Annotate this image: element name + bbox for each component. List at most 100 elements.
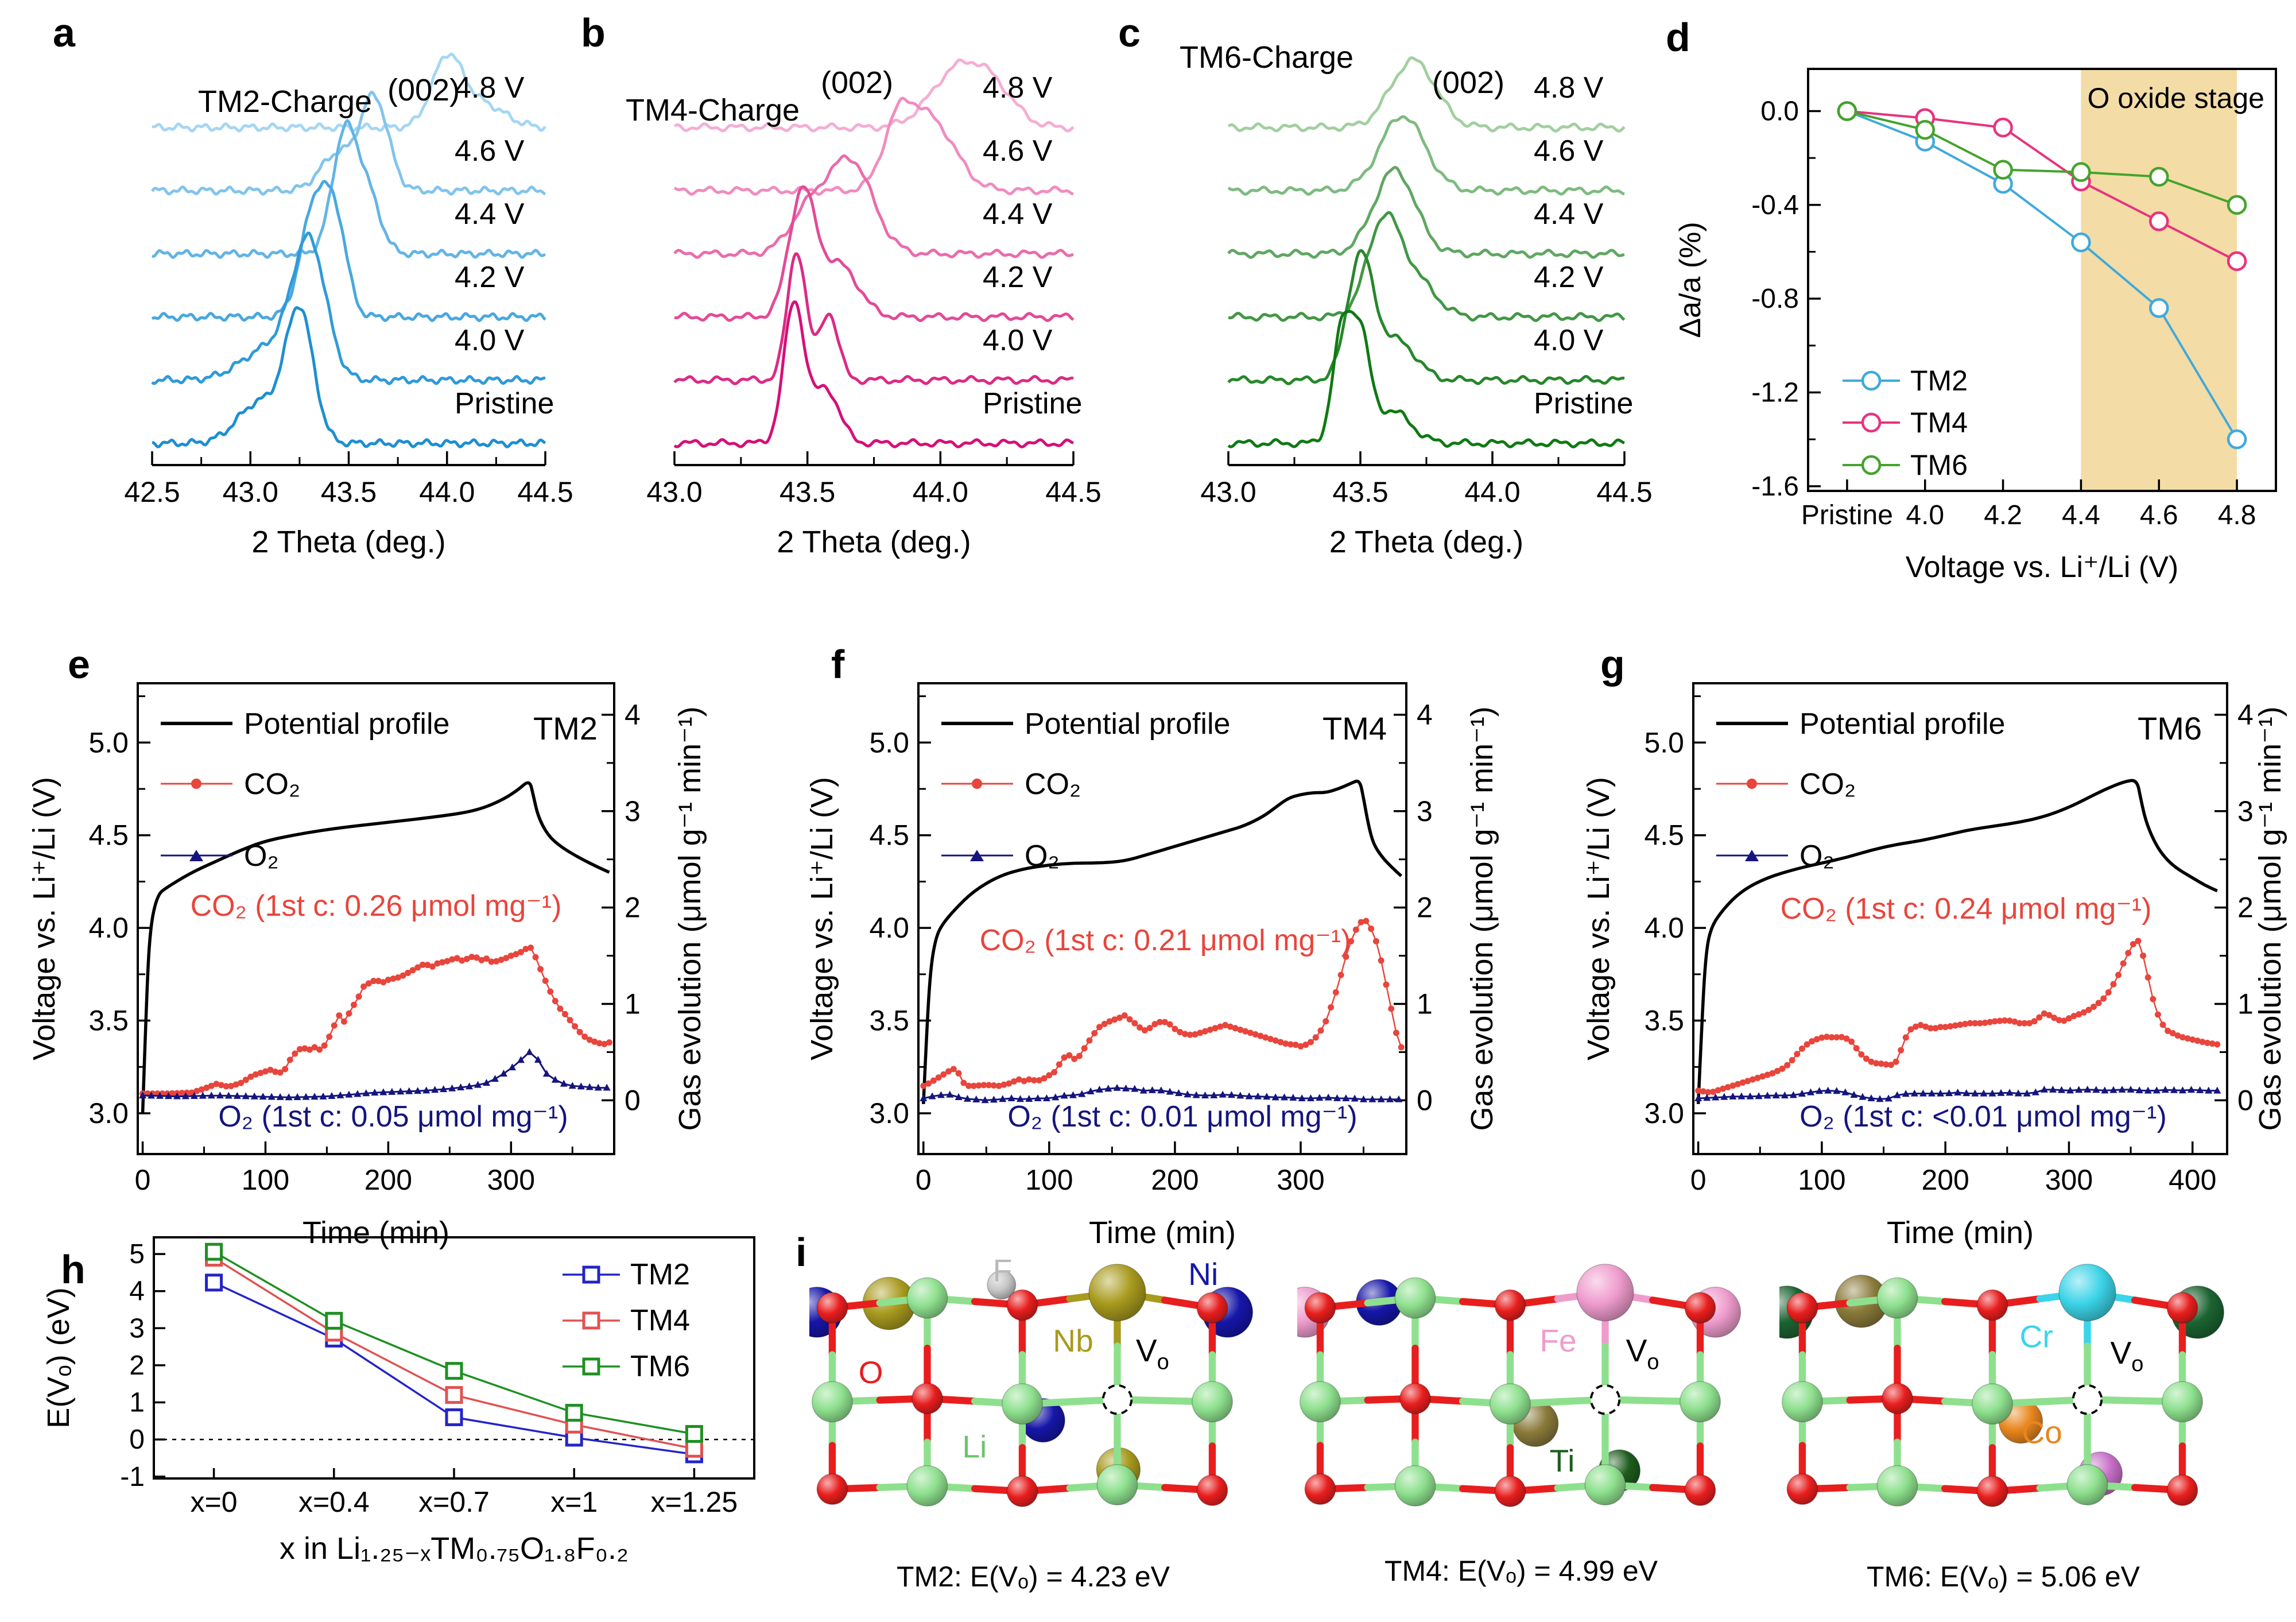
svg-text:3.5: 3.5: [88, 1005, 129, 1037]
structure-tm2: F Ni Nb Vo O Li: [809, 1253, 1254, 1507]
svg-text:4: 4: [625, 699, 641, 731]
svg-text:3.5: 3.5: [869, 1005, 909, 1037]
svg-text:4.8 V: 4.8 V: [983, 71, 1053, 104]
svg-text:x=1: x=1: [550, 1486, 598, 1518]
svg-text:3.0: 3.0: [869, 1097, 909, 1129]
svg-text:2 Theta (deg.): 2 Theta (deg.): [777, 525, 971, 559]
svg-text:O: O: [859, 1354, 883, 1390]
svg-text:CO₂: CO₂: [1799, 768, 1856, 801]
svg-text:Δa/a (%): Δa/a (%): [1674, 222, 1707, 338]
gas-plot-g: 3.0 3.5 4.0 4.5 5.0 0 1 2 3 4 0 100 200 300 400 Time (m…: [1581, 682, 2287, 1250]
svg-text:100: 100: [242, 1164, 289, 1196]
svg-text:CO₂: CO₂: [244, 768, 300, 801]
svg-text:44.5: 44.5: [1596, 476, 1652, 508]
svg-text:Voltage vs. Li⁺/Li (V): Voltage vs. Li⁺/Li (V): [27, 777, 61, 1060]
panel-letter-d: d: [1666, 15, 1690, 60]
svg-text:3: 3: [1417, 795, 1433, 827]
svg-text:-1.6: -1.6: [1751, 471, 1799, 502]
svg-text:4.6: 4.6: [2140, 500, 2178, 531]
svg-text:Voltage vs. Li⁺/Li (V): Voltage vs. Li⁺/Li (V): [1581, 777, 1616, 1060]
svg-text:43.0: 43.0: [646, 476, 702, 508]
xrd-plot-c: 43.0 43.5 44.0 44.5 2 Theta (deg.) 4.8 V 4.6 V…: [1180, 40, 1653, 559]
svg-text:300: 300: [1277, 1164, 1324, 1196]
svg-text:1: 1: [1417, 988, 1433, 1020]
svg-text:200: 200: [364, 1164, 412, 1196]
svg-text:Pristine: Pristine: [983, 387, 1082, 420]
svg-text:3.0: 3.0: [88, 1097, 129, 1129]
svg-text:4.6 V: 4.6 V: [1534, 134, 1604, 168]
panel-letter-g: g: [1600, 642, 1625, 687]
svg-text:0: 0: [916, 1164, 932, 1196]
svg-text:4.5: 4.5: [869, 819, 909, 851]
svg-text:O₂: O₂: [1025, 839, 1060, 873]
svg-text:300: 300: [2045, 1164, 2093, 1196]
svg-text:44.5: 44.5: [1045, 476, 1101, 508]
svg-text:Co: Co: [2022, 1415, 2062, 1450]
svg-text:Pristine: Pristine: [455, 387, 554, 420]
svg-text:4.2 V: 4.2 V: [983, 261, 1053, 294]
svg-text:-1: -1: [120, 1462, 145, 1492]
struct-tm4-svg: Fe Vo Ti: [1297, 1263, 1742, 1507]
svg-text:TM2: TM2: [1910, 365, 1968, 397]
svg-text:Time (min): Time (min): [1089, 1215, 1236, 1250]
svg-text:Vo: Vo: [1136, 1333, 1169, 1374]
panel-letter-c: c: [1118, 10, 1141, 55]
panel-letter-h: h: [61, 1247, 86, 1292]
structure-tm6: Cr Vo Co: [1779, 1263, 2225, 1507]
svg-text:Cr: Cr: [2020, 1318, 2053, 1354]
svg-text:CO₂ (1st c: 0.24 μmol mg⁻¹): CO₂ (1st c: 0.24 μmol mg⁻¹): [1781, 892, 2152, 926]
panel-letter-f: f: [831, 642, 845, 687]
svg-text:4.0: 4.0: [88, 912, 129, 944]
structure-caption-tm6: TM6: E(Vₒ) = 5.06 eV: [1866, 1561, 2140, 1593]
svg-text:Gas evolution (μmol g⁻¹ min⁻¹): Gas evolution (μmol g⁻¹ min⁻¹): [673, 706, 707, 1131]
svg-text:Ti: Ti: [1549, 1443, 1574, 1478]
svg-text:3: 3: [129, 1313, 145, 1344]
svg-text:4.2 V: 4.2 V: [455, 261, 525, 294]
xrd-plot-a: 42.5 43.0 43.5 44.0 44.5 2 Theta (deg.) 4.8 V 4…: [124, 52, 573, 559]
svg-text:0: 0: [2237, 1084, 2254, 1116]
svg-text:TM2: TM2: [533, 710, 598, 746]
svg-text:4.8: 4.8: [2218, 500, 2256, 531]
svg-text:2: 2: [625, 892, 641, 924]
svg-text:4.0 V: 4.0 V: [1534, 324, 1604, 357]
svg-text:Ni: Ni: [1188, 1256, 1218, 1292]
svg-text:0.0: 0.0: [1760, 96, 1799, 127]
svg-text:4.4 V: 4.4 V: [455, 198, 525, 231]
svg-text:Pristine: Pristine: [1801, 500, 1893, 531]
svg-text:3.5: 3.5: [1644, 1005, 1684, 1037]
svg-text:Potential profile: Potential profile: [1025, 707, 1230, 741]
svg-text:O₂ (1st c: <0.01 μmol mg⁻¹): O₂ (1st c: <0.01 μmol mg⁻¹): [1799, 1100, 2167, 1133]
gas-plot-f: 3.0 3.5 4.0 4.5 5.0 0 1 2 3 4 0 100 200 300 Time (min)…: [805, 682, 1499, 1250]
svg-text:Gas evolution (μmol g⁻¹ min⁻¹): Gas evolution (μmol g⁻¹ min⁻¹): [2253, 706, 2287, 1131]
svg-text:x=0: x=0: [191, 1486, 238, 1518]
svg-text:44.5: 44.5: [517, 476, 573, 508]
svg-text:-1.2: -1.2: [1751, 378, 1799, 408]
svg-text:Voltage vs. Li⁺/Li (V): Voltage vs. Li⁺/Li (V): [1906, 551, 2178, 584]
svg-text:x=0.7: x=0.7: [418, 1486, 490, 1518]
struct-tm2-svg: F Ni Nb Vo O Li: [809, 1253, 1254, 1507]
svg-text:4.2: 4.2: [1984, 500, 2022, 531]
svg-text:4.4 V: 4.4 V: [1534, 198, 1604, 231]
svg-text:5.0: 5.0: [1644, 726, 1684, 758]
svg-text:1: 1: [129, 1388, 145, 1418]
panel-e-svg: 3.0 3.5 4.0 4.5 5.0 0 1 2 3 4 0 100 200 300 Time (min)…: [27, 682, 707, 1250]
svg-text:0: 0: [129, 1424, 145, 1455]
panel-letter-b: b: [581, 10, 606, 55]
svg-text:(002): (002): [387, 73, 460, 107]
svg-text:0: 0: [625, 1084, 641, 1116]
svg-text:TM4: TM4: [1910, 407, 1968, 439]
svg-text:-0.8: -0.8: [1751, 284, 1799, 314]
svg-text:TM6: TM6: [1910, 449, 1968, 481]
svg-text:Vo: Vo: [1626, 1333, 1659, 1374]
svg-text:Pristine: Pristine: [1534, 387, 1633, 420]
svg-text:TM6: TM6: [630, 1350, 690, 1383]
svg-text:43.5: 43.5: [321, 476, 377, 508]
svg-text:4: 4: [1417, 699, 1433, 731]
panel-g-svg: 3.0 3.5 4.0 4.5 5.0 0 1 2 3 4 0 100 200 300 400 Time (m…: [1581, 682, 2287, 1250]
svg-text:4.0 V: 4.0 V: [455, 324, 525, 357]
panel-letter-e: e: [68, 642, 90, 687]
svg-text:TM2: TM2: [630, 1258, 690, 1291]
svg-text:300: 300: [487, 1164, 535, 1196]
svg-text:TM2-Charge: TM2-Charge: [198, 84, 372, 119]
